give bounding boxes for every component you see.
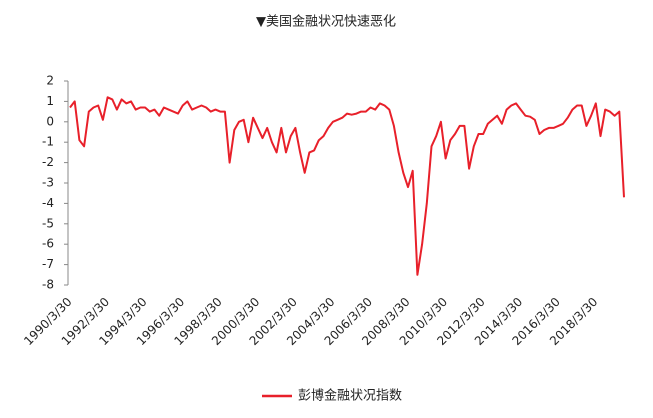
data-line [69, 96, 625, 276]
y-tick-label: -4 [42, 196, 54, 210]
y-tick-label: -1 [42, 135, 54, 149]
y-tick-label: -7 [42, 257, 54, 271]
y-tick-label: 2 [46, 74, 54, 88]
chart-title: ▼美国金融状况快速恶化 [256, 14, 396, 30]
y-tick-label: -5 [42, 216, 54, 230]
y-tick-label: -2 [42, 155, 54, 169]
y-tick-label: 1 [46, 94, 54, 108]
legend-label: 彭博金融状况指数 [298, 388, 402, 404]
y-tick-label: -3 [42, 176, 54, 190]
y-tick-label: -6 [42, 237, 54, 251]
y-tick-label: -8 [42, 278, 54, 292]
y-tick-label: 0 [46, 114, 54, 128]
